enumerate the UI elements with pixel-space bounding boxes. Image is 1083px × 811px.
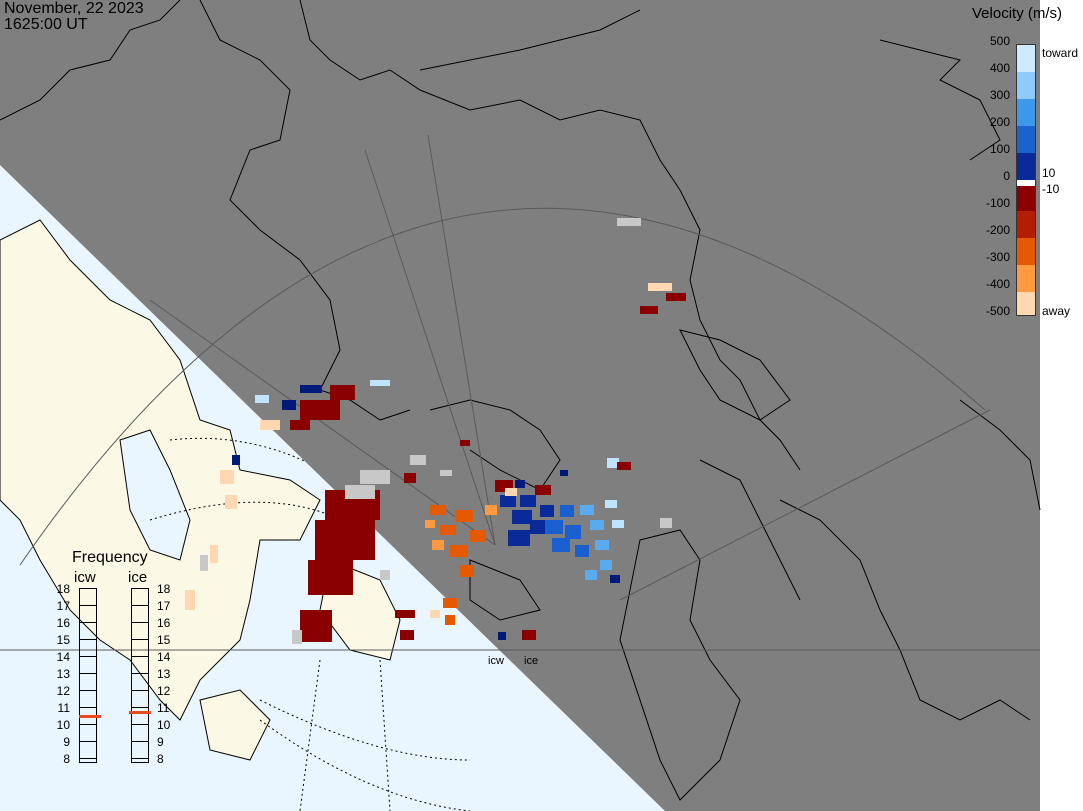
frequency-cell [80,742,96,759]
frequency-tick: 9 [157,735,164,749]
frequency-cell [132,674,148,691]
frequency-col-icw: icw [74,569,96,586]
frequency-cell [80,708,96,725]
frequency-marker-ice [129,711,151,715]
frequency-tick: 12 [56,684,70,698]
frequency-cell [132,657,148,674]
frequency-tick: 14 [157,650,171,664]
frequency-col-ice: ice [128,569,148,586]
frequency-cell [132,691,148,708]
frequency-scale-icw [79,588,97,763]
frequency-cell [132,708,148,725]
time-label: 1625:00 UT [4,16,88,33]
frequency-tick: 11 [157,701,170,715]
velocity-tick: -200 [985,223,1010,237]
velocity-tick: 400 [989,61,1010,75]
frequency-tick: 17 [56,599,70,613]
frequency-cell [132,623,148,640]
frequency-cell [80,589,96,606]
frequency-tick: 13 [157,667,171,681]
frequency-tick: 10 [56,718,70,732]
frequency-tick: 14 [56,650,70,664]
frequency-cell [132,589,148,606]
velocity-tick: 200 [989,115,1010,129]
frequency-tick: 15 [157,633,171,647]
frequency-legend-title: Frequency [72,549,148,566]
velocity-legend-title: Velocity (m/s) [972,5,1063,22]
frequency-tick: 13 [56,667,70,681]
frequency-tick: 16 [56,616,70,630]
frequency-scale-ice [131,588,149,763]
velocity-tick: -400 [985,277,1010,291]
frequency-cell [132,725,148,742]
frequency-marker-icw [79,714,101,718]
velocity-colorbar [1016,44,1036,316]
radar-scatter [185,218,686,644]
frequency-tick: 10 [157,718,171,732]
away-label: away [1042,304,1071,318]
velocity-tick: -100 [985,196,1010,210]
date-label: November, 22 2023 [4,0,144,17]
frequency-cell [80,623,96,640]
velocity-tick: 500 [989,34,1010,48]
velocity-tick: -500 [985,304,1010,318]
frequency-tick: 9 [63,735,70,749]
frequency-tick: 11 [57,701,70,715]
frequency-tick: 18 [56,582,70,596]
frequency-tick: 8 [63,752,70,766]
frequency-cell [80,657,96,674]
threshold-positive: 10 [1042,166,1056,180]
velocity-tick: 300 [989,88,1010,102]
velocity-tick: -300 [985,250,1010,264]
velocity-tick: 100 [989,142,1010,156]
frequency-cell [80,691,96,708]
frequency-tick: 12 [157,684,171,698]
threshold-negative: -10 [1042,182,1060,196]
frequency-cell [132,742,148,759]
frequency-tick: 18 [157,582,171,596]
frequency-cell [132,606,148,623]
frequency-cell [80,606,96,623]
frequency-cell [80,725,96,742]
frequency-tick: 8 [157,752,164,766]
toward-label: toward [1042,46,1079,60]
frequency-cell [80,674,96,691]
grid-lines [0,134,1040,651]
frequency-tick: 15 [56,633,70,647]
radar-label-icw: icw [488,655,504,667]
frequency-tick: 17 [157,599,171,613]
radar-label-ice: ice [524,655,539,667]
frequency-cell [132,640,148,657]
frequency-cell [80,640,96,657]
velocity-tick: 0 [1003,169,1010,183]
frequency-tick: 16 [157,616,171,630]
